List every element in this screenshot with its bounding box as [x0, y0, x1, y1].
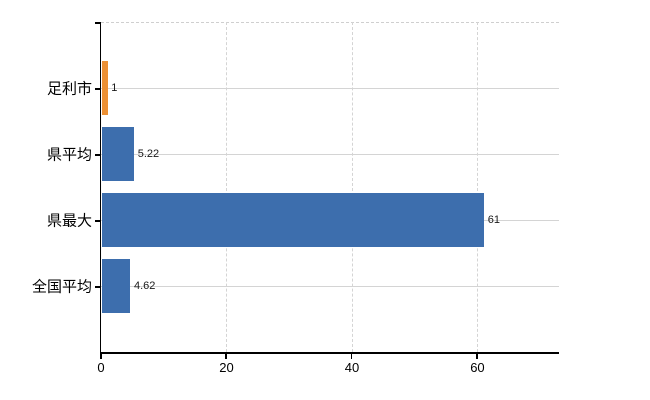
category-label: 県平均 [46, 146, 92, 164]
bar-value-label: 61 [487, 214, 500, 226]
x-tick [100, 353, 102, 359]
bar-value-label: 4.62 [133, 280, 156, 292]
x-tick [225, 353, 227, 359]
y-tick [94, 88, 100, 90]
bar [101, 127, 135, 181]
bar [101, 193, 485, 247]
x-tick-label: 60 [470, 360, 485, 375]
v-gridline [351, 22, 353, 352]
h-gridline [101, 154, 559, 155]
x-tick-label: 20 [219, 360, 234, 375]
bar [101, 61, 108, 115]
x-tick-label: 40 [344, 360, 360, 375]
category-label: 県最大 [46, 212, 92, 230]
y-axis-top-tick [94, 22, 100, 24]
plot-top-border [101, 22, 559, 23]
h-gridline [101, 88, 559, 89]
plot-area: 1 5.22 61 4.62 [101, 22, 559, 352]
v-gridline [477, 22, 479, 352]
v-gridline [226, 22, 228, 352]
category-label: 全国平均 [31, 278, 92, 296]
bar [101, 259, 131, 313]
x-tick [350, 353, 353, 359]
bar-value-label: 5.22 [137, 148, 160, 160]
x-axis [99, 352, 559, 354]
x-tick [476, 353, 478, 359]
x-tick-label: 0 [97, 360, 105, 375]
y-axis [99, 22, 101, 354]
y-tick [94, 286, 100, 288]
y-tick [94, 220, 100, 222]
category-label: 足利市 [46, 80, 92, 98]
bar-value-label: 1 [111, 82, 118, 94]
h-gridline [101, 286, 559, 287]
y-tick [94, 154, 100, 156]
